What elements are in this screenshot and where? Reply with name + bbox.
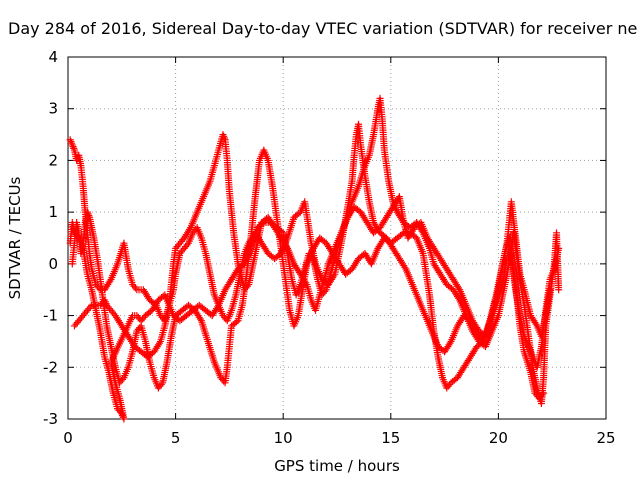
- data-point: [220, 134, 228, 142]
- x-tick-label: 20: [489, 429, 508, 447]
- data-point: [538, 391, 546, 399]
- chart-title: Day 284 of 2016, Sidereal Day-to-day VTE…: [8, 19, 637, 38]
- y-tick-label: 0: [48, 255, 58, 273]
- data-point: [155, 339, 163, 347]
- data-point: [85, 212, 93, 220]
- data-point: [321, 287, 329, 295]
- data-point: [186, 225, 194, 233]
- data-point: [70, 144, 78, 152]
- data-point: [540, 389, 548, 397]
- data-points: [66, 94, 563, 423]
- data-point: [232, 318, 240, 326]
- series-2: [68, 146, 548, 402]
- data-point: [532, 320, 540, 328]
- y-axis-label: SDTVAR / TECUs: [6, 176, 24, 299]
- data-point: [214, 303, 222, 311]
- data-point: [157, 381, 165, 389]
- y-tick-label: -3: [43, 410, 58, 428]
- data-point: [66, 136, 74, 144]
- data-point: [183, 241, 191, 249]
- data-point: [555, 244, 563, 252]
- y-tick-label: -2: [43, 358, 58, 376]
- data-point: [219, 131, 227, 139]
- data-point: [68, 141, 76, 149]
- data-point: [68, 139, 76, 147]
- data-point: [446, 381, 454, 389]
- data-point: [258, 220, 266, 228]
- data-point: [308, 253, 316, 261]
- x-tick-label: 15: [381, 429, 400, 447]
- y-tick-label: 2: [48, 151, 58, 169]
- series-4: [66, 193, 554, 423]
- data-point: [446, 339, 454, 347]
- data-point: [455, 284, 463, 292]
- data-point: [401, 263, 409, 271]
- data-point: [546, 286, 554, 294]
- data-point: [220, 132, 228, 140]
- data-point: [67, 137, 75, 145]
- y-tick-label: 4: [48, 48, 58, 66]
- data-point: [84, 210, 92, 218]
- x-tick-label: 10: [274, 429, 293, 447]
- x-axis-label: GPS time / hours: [274, 457, 400, 475]
- data-point: [69, 143, 77, 151]
- data-point: [140, 313, 148, 321]
- data-point: [106, 277, 114, 285]
- x-tick-label: 25: [596, 429, 615, 447]
- x-tick-label: 0: [63, 429, 73, 447]
- y-tick-label: 3: [48, 100, 58, 118]
- data-point: [555, 286, 563, 294]
- data-point: [131, 284, 139, 292]
- y-tick-label: -1: [43, 307, 58, 325]
- x-tick-label: 5: [171, 429, 181, 447]
- data-point: [73, 232, 81, 240]
- y-tick-label: 1: [48, 203, 58, 221]
- data-point: [101, 298, 109, 306]
- data-point: [101, 296, 109, 304]
- data-point: [196, 315, 204, 323]
- data-point: [86, 303, 94, 311]
- data-point: [119, 375, 127, 383]
- data-point: [83, 208, 91, 216]
